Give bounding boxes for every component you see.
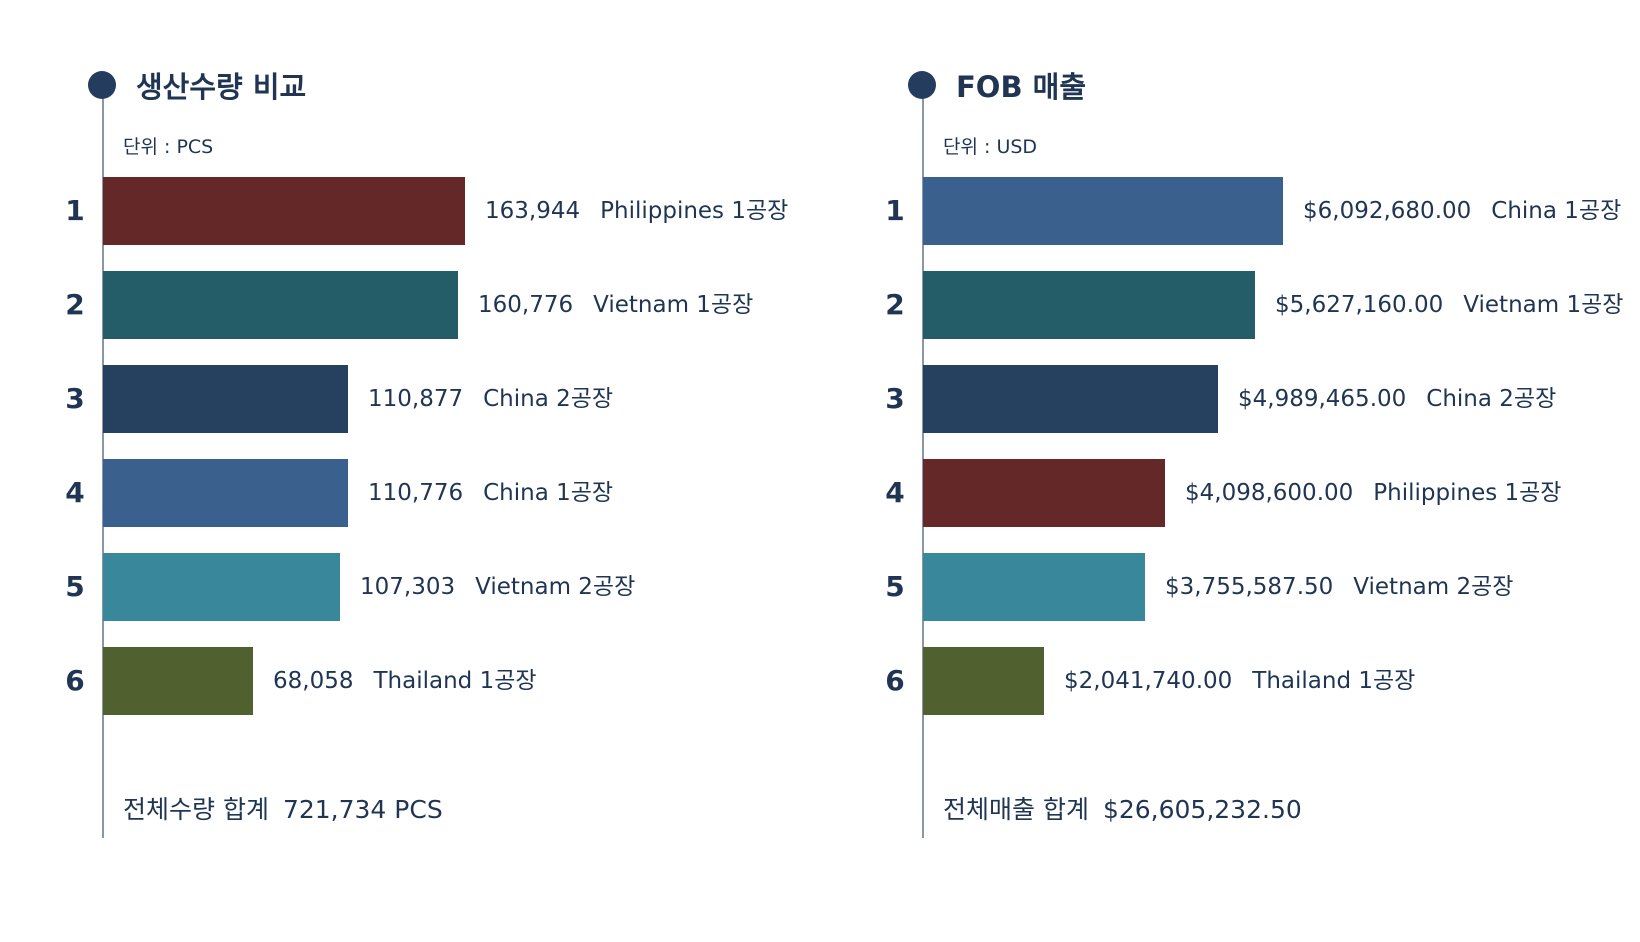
chart-title: 생산수량 비교 xyxy=(136,70,307,104)
bar-row: 5 $3,755,587.50 Vietnam 2공장 xyxy=(820,553,1640,621)
category-label: Thailand 1공장 xyxy=(1252,668,1416,694)
bar xyxy=(103,271,458,339)
data-label: $6,092,680.00 xyxy=(1303,198,1472,224)
rank-label: 2 xyxy=(65,288,85,321)
bar-value-label: 68,058 Thailand 1공장 xyxy=(273,647,537,715)
category-label: China 1공장 xyxy=(483,480,614,506)
rank-label: 3 xyxy=(65,382,85,415)
unit-label: 단위 : USD xyxy=(943,136,1038,158)
data-label: 107,303 xyxy=(360,574,456,600)
rank-label: 6 xyxy=(885,664,905,697)
bar-row: 4 110,776 China 1공장 xyxy=(0,459,820,527)
bar xyxy=(923,365,1218,433)
total-label: 전체매출 합계 xyxy=(943,795,1089,824)
production-quantity-panel: 생산수량 비교 단위 : PCS 1 163,944 Philippines 1공장… xyxy=(0,0,820,838)
rank-label: 3 xyxy=(885,382,905,415)
data-label: $5,627,160.00 xyxy=(1275,292,1444,318)
title-marker-dot xyxy=(88,71,116,99)
data-label: 163,944 xyxy=(485,198,581,224)
data-label: $3,755,587.50 xyxy=(1165,574,1334,600)
rank-label: 1 xyxy=(885,194,905,227)
data-label: $2,041,740.00 xyxy=(1064,668,1233,694)
fob-sales-panel: FOB 매출 단위 : USD 1 $6,092,680.00 China 1공장 2… xyxy=(820,0,1640,942)
bar-row: 5 107,303 Vietnam 2공장 xyxy=(0,553,820,621)
bar-value-label: $6,092,680.00 China 1공장 xyxy=(1303,177,1621,245)
data-label: 160,776 xyxy=(478,292,574,318)
data-label: $4,989,465.00 xyxy=(1238,386,1407,412)
data-label: 110,877 xyxy=(368,386,464,412)
category-label: China 2공장 xyxy=(1426,386,1557,412)
rank-label: 4 xyxy=(885,476,905,509)
total-value: $26,605,232.50 xyxy=(1102,795,1302,824)
chart-title: FOB 매출 xyxy=(956,70,1087,104)
category-label: Thailand 1공장 xyxy=(373,668,537,694)
bar-row: 2 $5,627,160.00 Vietnam 1공장 xyxy=(820,271,1640,339)
bar xyxy=(103,365,348,433)
bar xyxy=(103,459,348,527)
bar-value-label: 110,776 China 1공장 xyxy=(368,459,613,527)
category-label: China 2공장 xyxy=(483,386,614,412)
total-label: 전체수량 합계 xyxy=(123,795,269,824)
rank-label: 4 xyxy=(65,476,85,509)
bar xyxy=(923,177,1283,245)
bar-row: 6 68,058 Thailand 1공장 xyxy=(0,647,820,715)
bar-row: 1 $6,092,680.00 China 1공장 xyxy=(820,177,1640,245)
bar-row: 3 $4,989,465.00 China 2공장 xyxy=(820,365,1640,433)
bar-value-label: $4,098,600.00 Philippines 1공장 xyxy=(1185,459,1561,527)
category-label: Vietnam 1공장 xyxy=(1463,292,1624,318)
bar-row: 1 163,944 Philippines 1공장 xyxy=(0,177,820,245)
category-label: Vietnam 1공장 xyxy=(593,292,754,318)
category-label: Philippines 1공장 xyxy=(600,198,789,224)
bar-value-label: $3,755,587.50 Vietnam 2공장 xyxy=(1165,553,1513,621)
bar-row: 6 $2,041,740.00 Thailand 1공장 xyxy=(820,647,1640,715)
total-summary: 전체매출 합계 $26,605,232.50 xyxy=(943,790,1302,826)
bar-rows: 1 163,944 Philippines 1공장 2 160,776 Vietnam 1… xyxy=(0,0,820,760)
data-label: $4,098,600.00 xyxy=(1185,480,1354,506)
bar xyxy=(923,459,1165,527)
bar xyxy=(103,553,340,621)
bar-row: 2 160,776 Vietnam 1공장 xyxy=(0,271,820,339)
rank-label: 5 xyxy=(65,570,85,603)
rank-label: 1 xyxy=(65,194,85,227)
data-label: 110,776 xyxy=(368,480,464,506)
category-label: Philippines 1공장 xyxy=(1373,480,1562,506)
rank-label: 5 xyxy=(885,570,905,603)
bar xyxy=(923,271,1255,339)
rank-label: 6 xyxy=(65,664,85,697)
bar-value-label: 163,944 Philippines 1공장 xyxy=(485,177,788,245)
bar-value-label: $2,041,740.00 Thailand 1공장 xyxy=(1064,647,1415,715)
unit-label: 단위 : PCS xyxy=(123,136,214,158)
bar-row: 3 110,877 China 2공장 xyxy=(0,365,820,433)
bar xyxy=(103,177,465,245)
data-label: 68,058 xyxy=(273,668,354,694)
bar-value-label: 110,877 China 2공장 xyxy=(368,365,613,433)
category-label: Vietnam 2공장 xyxy=(475,574,636,600)
bar-value-label: $5,627,160.00 Vietnam 1공장 xyxy=(1275,271,1623,339)
rank-label: 2 xyxy=(885,288,905,321)
total-summary: 전체수량 합계 721,734 PCS xyxy=(123,790,443,826)
bar-row: 4 $4,098,600.00 Philippines 1공장 xyxy=(820,459,1640,527)
bar-value-label: 107,303 Vietnam 2공장 xyxy=(360,553,635,621)
bar-value-label: 160,776 Vietnam 1공장 xyxy=(478,271,753,339)
bar xyxy=(103,647,253,715)
bar-rows: 1 $6,092,680.00 China 1공장 2 $5,627,160.00 Vie… xyxy=(820,0,1640,760)
bar xyxy=(923,553,1145,621)
bar xyxy=(923,647,1044,715)
bar-value-label: $4,989,465.00 China 2공장 xyxy=(1238,365,1556,433)
category-label: China 1공장 xyxy=(1491,198,1622,224)
title-marker-dot xyxy=(908,71,936,99)
total-value: 721,734 PCS xyxy=(282,795,443,824)
category-label: Vietnam 2공장 xyxy=(1353,574,1514,600)
